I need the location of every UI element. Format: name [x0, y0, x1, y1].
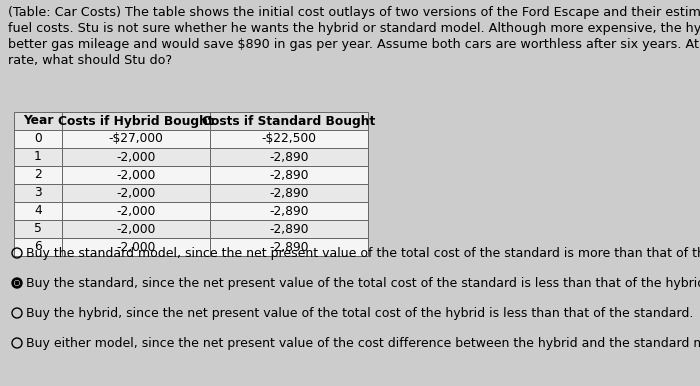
- Text: -2,000: -2,000: [116, 186, 155, 200]
- Text: Costs if Standard Bought: Costs if Standard Bought: [202, 115, 376, 127]
- Text: (Table: Car Costs) The table shows the initial cost outlays of two versions of t: (Table: Car Costs) The table shows the i…: [8, 6, 700, 19]
- Bar: [14, 220, 62, 238]
- Bar: [210, 184, 368, 202]
- Bar: [62, 220, 210, 238]
- Bar: [210, 166, 368, 184]
- Bar: [14, 148, 62, 166]
- Bar: [210, 238, 368, 256]
- Text: Buy either model, since the net present value of the cost difference between the: Buy either model, since the net present …: [26, 337, 700, 349]
- Bar: [62, 130, 210, 148]
- Bar: [62, 238, 210, 256]
- Text: -$27,000: -$27,000: [108, 132, 163, 146]
- Text: 0: 0: [34, 132, 42, 146]
- Text: -2,890: -2,890: [270, 240, 309, 254]
- Bar: [62, 148, 210, 166]
- Text: -2,890: -2,890: [270, 151, 309, 164]
- Text: Buy the standard model, since the net present value of the total cost of the sta: Buy the standard model, since the net pr…: [26, 247, 700, 259]
- Circle shape: [15, 281, 19, 285]
- Text: -2,890: -2,890: [270, 205, 309, 217]
- Bar: [210, 130, 368, 148]
- Bar: [14, 130, 62, 148]
- Text: -2,000: -2,000: [116, 205, 155, 217]
- Bar: [14, 166, 62, 184]
- Text: Year: Year: [22, 115, 53, 127]
- Text: 3: 3: [34, 186, 42, 200]
- Text: 2: 2: [34, 169, 42, 181]
- Text: -2,000: -2,000: [116, 169, 155, 181]
- Text: rate, what should Stu do?: rate, what should Stu do?: [8, 54, 172, 67]
- Bar: [14, 202, 62, 220]
- Text: -2,890: -2,890: [270, 186, 309, 200]
- Text: 4: 4: [34, 205, 42, 217]
- Bar: [14, 112, 62, 130]
- Text: -2,890: -2,890: [270, 169, 309, 181]
- Bar: [62, 184, 210, 202]
- Bar: [210, 148, 368, 166]
- Bar: [210, 220, 368, 238]
- Bar: [210, 202, 368, 220]
- Text: -2,890: -2,890: [270, 222, 309, 235]
- Bar: [14, 238, 62, 256]
- Circle shape: [15, 281, 20, 285]
- Text: Buy the hybrid, since the net present value of the total cost of the hybrid is l: Buy the hybrid, since the net present va…: [26, 306, 694, 320]
- Text: 6: 6: [34, 240, 42, 254]
- Text: -2,000: -2,000: [116, 151, 155, 164]
- Bar: [62, 112, 210, 130]
- Text: fuel costs. Stu is not sure whether he wants the hybrid or standard model. Altho: fuel costs. Stu is not sure whether he w…: [8, 22, 700, 35]
- Text: Costs if Hybrid Bought: Costs if Hybrid Bought: [58, 115, 213, 127]
- Text: Buy the standard, since the net present value of the total cost of the standard : Buy the standard, since the net present …: [26, 276, 700, 290]
- Text: -2,000: -2,000: [116, 240, 155, 254]
- Bar: [210, 112, 368, 130]
- Circle shape: [12, 278, 22, 288]
- Bar: [62, 166, 210, 184]
- Text: 1: 1: [34, 151, 42, 164]
- Text: 5: 5: [34, 222, 42, 235]
- Text: -2,000: -2,000: [116, 222, 155, 235]
- Text: better gas mileage and would save $890 in gas per year. Assume both cars are wor: better gas mileage and would save $890 i…: [8, 38, 700, 51]
- Text: -$22,500: -$22,500: [262, 132, 316, 146]
- Bar: [14, 184, 62, 202]
- Bar: [62, 202, 210, 220]
